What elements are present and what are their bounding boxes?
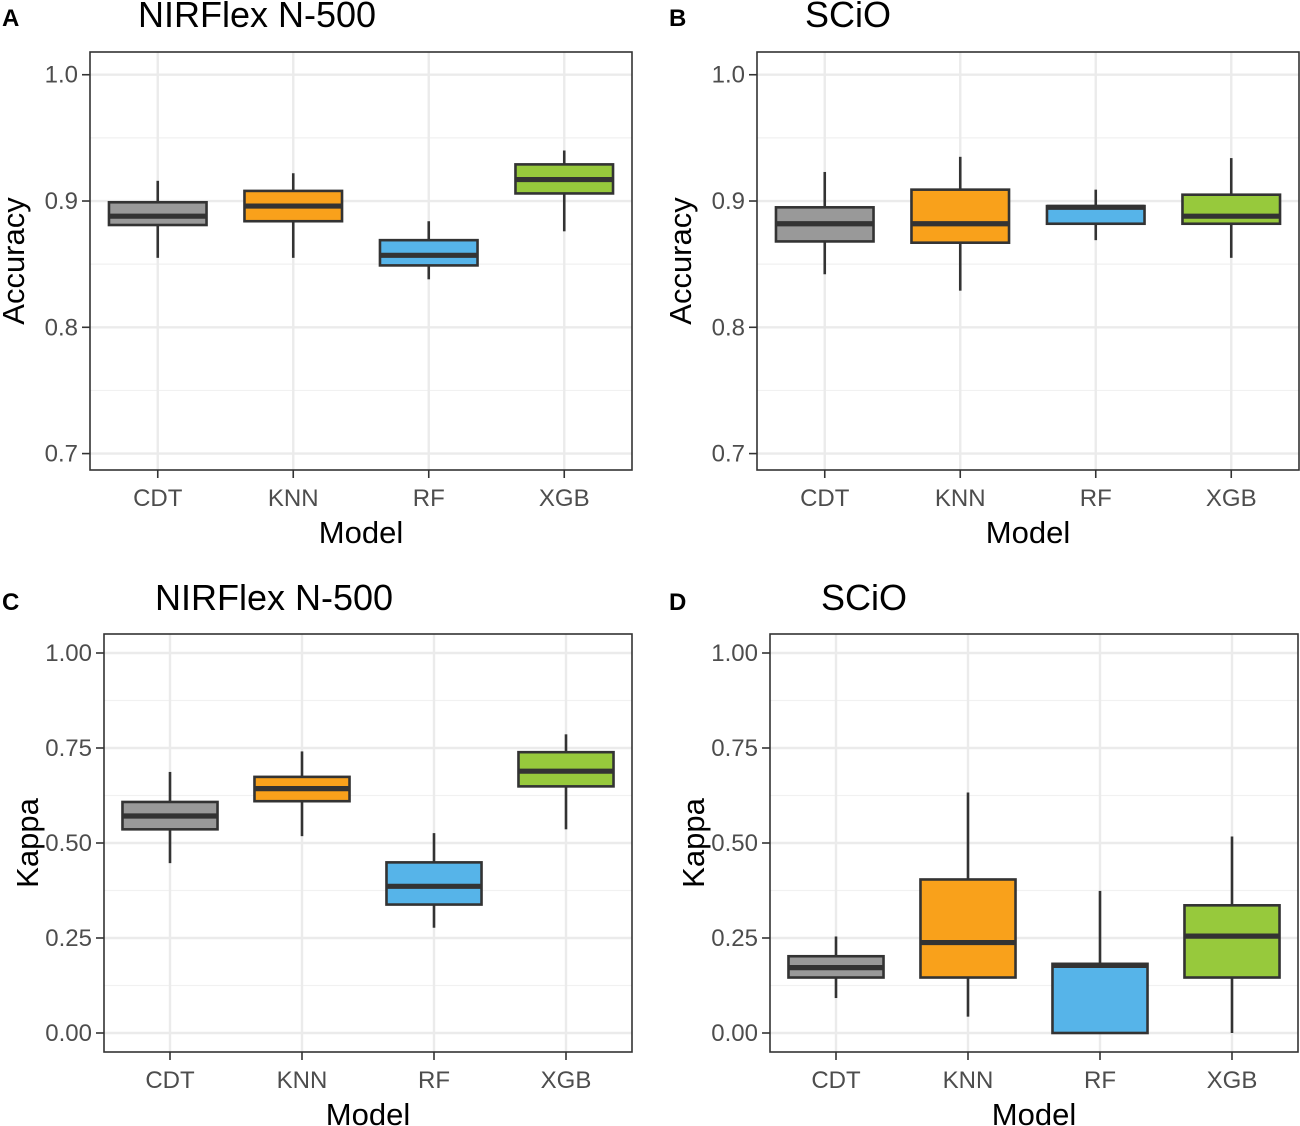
panel-b-xtick-label-knn: KNN — [935, 485, 986, 512]
panel-c-y-axis-title: Kappa — [10, 797, 45, 887]
panel-c-xtick-label-rf: RF — [418, 1067, 450, 1094]
panel-d-xtick-label-cdt: CDT — [811, 1067, 861, 1094]
panel-d-ytick-label: 0.25 — [711, 925, 758, 952]
panel-d-ytick-label: 0.00 — [711, 1020, 758, 1047]
panel-b-title: SCiO — [805, 0, 891, 35]
panel-d-letter: D — [669, 589, 686, 616]
panel-d-xtick-label-xgb: XGB — [1207, 1067, 1258, 1094]
panel-c-title: NIRFlex N-500 — [155, 577, 393, 618]
panel-b-xtick-label-rf: RF — [1080, 485, 1112, 512]
panel-c-ytick-label: 0.75 — [45, 735, 92, 762]
panel-a-y-axis-title: Accuracy — [0, 197, 31, 325]
panel-b-x-axis-title: Model — [986, 515, 1070, 550]
panel-a-ytick-label: 0.9 — [45, 188, 78, 215]
panel-b-ytick-label: 0.9 — [712, 188, 745, 215]
panel-d-ytick-label: 1.00 — [711, 640, 758, 667]
panel-c: C NIRFlex N-500 0.00 0.25 0.50 0.75 1.00 CDT K… — [2, 577, 633, 1126]
panel-b-ytick-label: 1.0 — [712, 62, 745, 89]
panel-b-ytick-label: 0.7 — [712, 441, 745, 468]
panel-d-x-axis-title: Model — [992, 1097, 1076, 1126]
panel-d-title: SCiO — [821, 577, 907, 618]
panel-a-border — [89, 51, 633, 471]
panel-c-box-rf — [385, 861, 483, 906]
panel-c-ytick-label: 0.00 — [45, 1020, 92, 1047]
panel-d-xtick-label-rf: RF — [1084, 1067, 1116, 1094]
panel-b-xtick-label-xgb: XGB — [1206, 485, 1257, 512]
panel-c-xtick-label-cdt: CDT — [145, 1067, 195, 1094]
panel-d: D SCiO 0.00 0.25 0.50 0.75 1.00 CDT KNN RF XGB Mo… — [669, 577, 1299, 1126]
panel-b-ytick-label: 0.8 — [712, 314, 745, 341]
panel-c-xtick-label-xgb: XGB — [541, 1067, 592, 1094]
panel-a-xtick-label-rf: RF — [413, 485, 445, 512]
panel-b-letter: B — [669, 5, 686, 32]
panel-b-plot-area — [757, 52, 1299, 470]
panel-b-border — [756, 51, 1300, 471]
panel-a-ytick-label: 1.0 — [45, 62, 78, 89]
panel-a-ytick-label: 0.8 — [45, 314, 78, 341]
panel-a-ytick-label: 0.7 — [45, 441, 78, 468]
panel-a-xtick-label-knn: KNN — [268, 485, 319, 512]
panel-a-plot-area — [90, 52, 632, 470]
panel-a-letter: A — [2, 5, 19, 32]
panel-c-x-axis-title: Model — [326, 1097, 410, 1126]
panel-a-x-axis-title: Model — [319, 515, 403, 550]
panel-d-ytick-label: 0.50 — [711, 830, 758, 857]
panel-b-y-axis-title: Accuracy — [663, 197, 698, 325]
panel-c-letter: C — [2, 589, 19, 616]
panel-c-ytick-label: 1.00 — [45, 640, 92, 667]
panel-c-ytick-label: 0.25 — [45, 925, 92, 952]
panel-d-xtick-label-knn: KNN — [943, 1067, 994, 1094]
panel-d-box-rf — [1051, 962, 1149, 1035]
panel-d-y-axis-title: Kappa — [676, 797, 711, 887]
panel-a: A NIRFlex N-500 0.7 0.8 0.9 1.0 CDT KNN RF XGB M… — [0, 0, 633, 550]
panel-a-title: NIRFlex N-500 — [138, 0, 376, 35]
panel-a-xtick-label-cdt: CDT — [133, 485, 183, 512]
panel-d-box-knn — [919, 878, 1017, 979]
panel-b: B SCiO 0.7 0.8 0.9 1.0 CDT KNN RF XGB Model Accur… — [663, 0, 1300, 550]
panel-c-xtick-label-knn: KNN — [277, 1067, 328, 1094]
panel-c-ytick-label: 0.50 — [45, 830, 92, 857]
panel-a-xtick-label-xgb: XGB — [539, 485, 590, 512]
panel-b-box-xgb — [1181, 193, 1282, 226]
panel-d-box-xgb — [1183, 904, 1281, 979]
panel-d-ytick-label: 0.75 — [711, 735, 758, 762]
panel-b-xtick-label-cdt: CDT — [800, 485, 850, 512]
panel-b-box-knn — [910, 188, 1011, 244]
